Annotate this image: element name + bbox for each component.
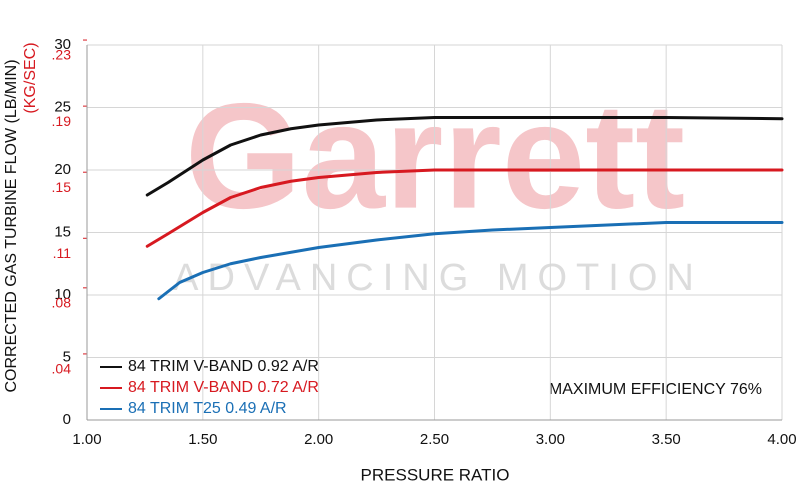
- x-tick-label: 3.00: [536, 431, 565, 448]
- y-axis-label: CORRECTED GAS TURBINE FLOW (LB/MIN): [3, 59, 20, 392]
- y2-tick-label: .08: [52, 295, 72, 311]
- x-tick-label: 1.00: [72, 431, 101, 448]
- annotation: MAXIMUM EFFICIENCY 76%: [549, 381, 762, 398]
- y-tick-label: 0: [63, 411, 71, 428]
- series-line: [145, 116, 784, 197]
- y2-tick-label: .04: [52, 361, 72, 377]
- x-tick-label: 1.50: [188, 431, 217, 448]
- legend-label: 84 TRIM V-BAND 0.72 A/R: [128, 379, 319, 396]
- x-axis-label: PRESSURE RATIO: [361, 465, 510, 484]
- y2-axis-label: (KG/SEC): [22, 42, 39, 113]
- x-tick-label: 3.50: [652, 431, 681, 448]
- y2-tick-label: .23: [52, 47, 72, 63]
- x-tick-label: 2.00: [304, 431, 333, 448]
- watermark-tagline: ADVANCING MOTION: [173, 257, 703, 299]
- x-tick-label: 4.00: [767, 431, 796, 448]
- y2-tick-label: .19: [52, 113, 72, 129]
- y2-tick-label: .11: [53, 245, 72, 261]
- y-tick-label: 5: [63, 348, 71, 365]
- legend-label: 84 TRIM V-BAND 0.92 A/R: [128, 358, 319, 375]
- y-tick-label: 15: [54, 223, 71, 240]
- x-tick-label: 2.50: [420, 431, 449, 448]
- series-line: [157, 221, 784, 301]
- legend-label: 84 TRIM T25 0.49 A/R: [128, 400, 287, 417]
- y-tick-label: 10: [54, 286, 71, 303]
- y2-tick-label: .15: [52, 179, 72, 195]
- series-line: [145, 168, 784, 248]
- y-tick-label: 20: [54, 161, 71, 178]
- y-tick-label: 30: [54, 36, 71, 53]
- y-tick-label: 25: [54, 98, 71, 115]
